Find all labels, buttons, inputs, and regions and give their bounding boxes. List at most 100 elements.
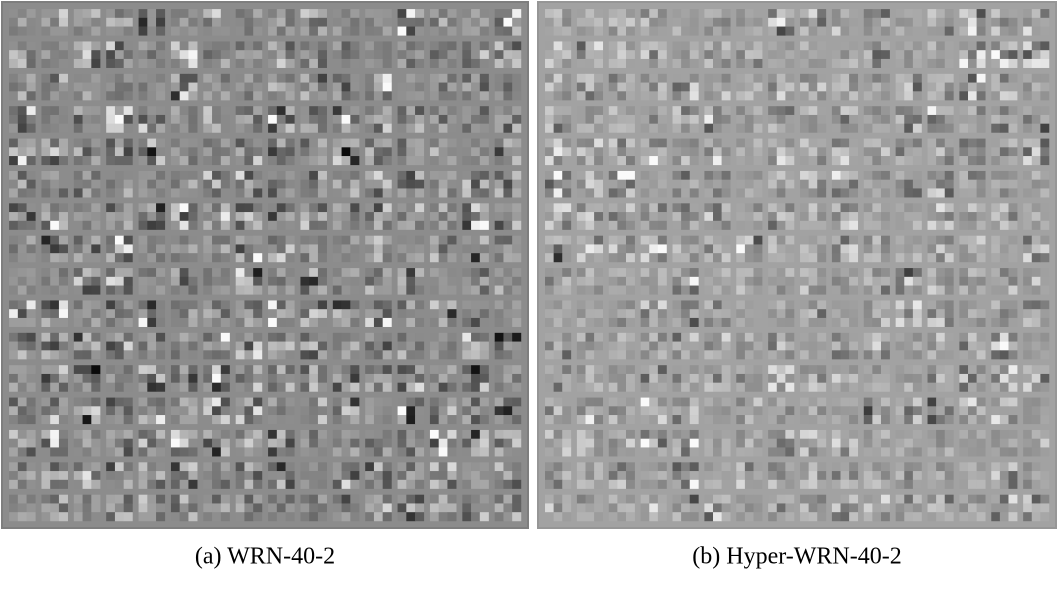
filter-pixel xyxy=(1000,480,1009,489)
filter-pixel xyxy=(350,244,359,253)
filter-pixel xyxy=(800,318,809,327)
filter-pixel xyxy=(106,447,115,456)
filter-pixel xyxy=(913,309,922,318)
filter-pixel xyxy=(383,300,392,309)
filter-pixel xyxy=(124,59,133,68)
filter-pixel xyxy=(1008,495,1017,504)
filter-pixel xyxy=(1008,439,1017,448)
filter-pixel xyxy=(609,180,618,189)
filter-pixel xyxy=(415,333,424,342)
filter-pixel xyxy=(554,277,563,286)
filter-pixel xyxy=(18,503,27,512)
filter-pixel xyxy=(18,406,27,415)
filter-pixel xyxy=(277,147,286,156)
filter-pixel xyxy=(300,471,309,480)
filter-pixel xyxy=(91,203,100,212)
filter-pixel xyxy=(896,277,905,286)
filter-pixel xyxy=(171,59,180,68)
filter-pixel xyxy=(212,236,221,245)
filter-pixel xyxy=(713,41,722,50)
filter-pixel xyxy=(681,91,690,100)
filter-pixel xyxy=(415,156,424,165)
filter-pixel xyxy=(286,398,295,407)
filter-pixel xyxy=(777,503,786,512)
filter-pixel xyxy=(1032,277,1041,286)
filter-pixel xyxy=(617,203,626,212)
filter-pixel xyxy=(673,156,682,165)
filter-pixel xyxy=(673,333,682,342)
filter-pixel xyxy=(617,430,626,439)
filter-pixel xyxy=(904,430,913,439)
filter-pixel xyxy=(156,106,165,115)
filter-pixel xyxy=(586,59,595,68)
filter-pixel xyxy=(577,309,586,318)
filter-pixel xyxy=(147,286,156,295)
filter-pixel xyxy=(333,430,342,439)
filter-pixel xyxy=(115,147,124,156)
filter-pixel xyxy=(18,83,27,92)
filter-pixel xyxy=(1040,374,1049,383)
filter-pixel xyxy=(641,318,650,327)
filter-pixel xyxy=(41,59,50,68)
filter-pixel xyxy=(713,286,722,295)
filter-pixel xyxy=(430,18,439,27)
filter-pixel xyxy=(626,41,635,50)
filter-pixel xyxy=(480,156,489,165)
filter-pixel xyxy=(139,244,148,253)
filter-pixel xyxy=(244,406,253,415)
filter-pixel xyxy=(881,221,890,230)
filter-pixel xyxy=(398,503,407,512)
filter-pixel xyxy=(480,374,489,383)
filter-pixel xyxy=(841,439,850,448)
filter-pixel xyxy=(180,480,189,489)
filter-pixel xyxy=(398,365,407,374)
filter-pixel xyxy=(91,188,100,197)
filter-pixel xyxy=(609,365,618,374)
filter-pixel xyxy=(139,415,148,424)
filter-pixel xyxy=(841,41,850,50)
filter-pixel xyxy=(203,156,212,165)
filter-pixel xyxy=(626,188,635,197)
filter-pixel xyxy=(188,309,197,318)
filter-pixel xyxy=(59,74,68,83)
filter-pixel xyxy=(626,342,635,351)
filter-pixel xyxy=(147,74,156,83)
filter-pixel xyxy=(180,318,189,327)
filter-pixel xyxy=(59,83,68,92)
filter-pixel xyxy=(841,333,850,342)
filter-pixel xyxy=(115,180,124,189)
filter-pixel xyxy=(562,236,571,245)
filter-pixel xyxy=(83,180,92,189)
filter-pixel xyxy=(713,333,722,342)
filter-pixel xyxy=(864,50,873,59)
filter-pixel xyxy=(18,115,27,124)
filter-pixel xyxy=(74,115,83,124)
filter-pixel xyxy=(785,18,794,27)
filter-pixel xyxy=(286,171,295,180)
filter-pixel xyxy=(586,171,595,180)
filter-pixel xyxy=(503,268,512,277)
filter-pixel xyxy=(268,106,277,115)
filter-pixel xyxy=(83,462,92,471)
filter-pixel xyxy=(690,342,699,351)
filter-pixel xyxy=(430,221,439,230)
filter-pixel xyxy=(430,300,439,309)
filter-pixel xyxy=(115,512,124,521)
filter-pixel xyxy=(495,91,504,100)
filter-pixel xyxy=(991,462,1000,471)
filter-pixel xyxy=(768,365,777,374)
filter-pixel xyxy=(864,91,873,100)
filter-pixel xyxy=(777,91,786,100)
filter-pixel xyxy=(785,333,794,342)
filter-pixel xyxy=(171,398,180,407)
filter-pixel xyxy=(562,83,571,92)
filter-pixel xyxy=(365,188,374,197)
filter-pixel xyxy=(809,41,818,50)
filter-pixel xyxy=(156,156,165,165)
filter-pixel xyxy=(977,212,986,221)
filter-pixel xyxy=(309,406,318,415)
filter-pixel xyxy=(658,50,667,59)
filter-pixel xyxy=(896,171,905,180)
filter-pixel xyxy=(439,74,448,83)
filter-pixel xyxy=(447,203,456,212)
